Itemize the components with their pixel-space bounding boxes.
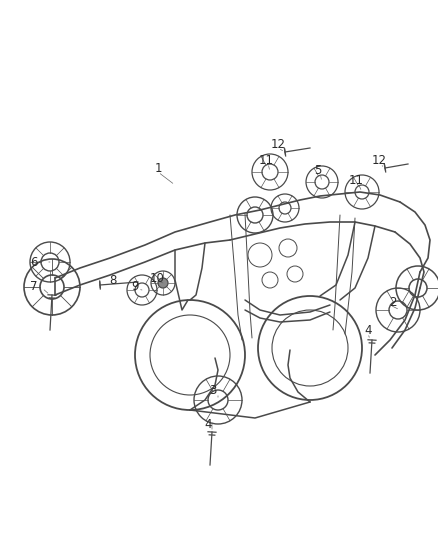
Text: 12: 12 [271,139,286,151]
Circle shape [158,278,168,288]
Text: 11: 11 [349,174,364,187]
Text: 10: 10 [149,271,164,285]
Text: 4: 4 [364,324,372,336]
Text: 11: 11 [258,154,273,166]
Text: 6: 6 [30,255,38,269]
Text: 5: 5 [314,164,321,176]
Text: 3: 3 [209,384,217,397]
Text: 8: 8 [110,273,117,287]
Text: 1: 1 [154,161,162,174]
Text: 9: 9 [131,280,139,294]
Text: 7: 7 [30,279,38,293]
Text: 4: 4 [204,418,212,432]
Text: 12: 12 [371,155,386,167]
Text: 2: 2 [389,295,397,309]
